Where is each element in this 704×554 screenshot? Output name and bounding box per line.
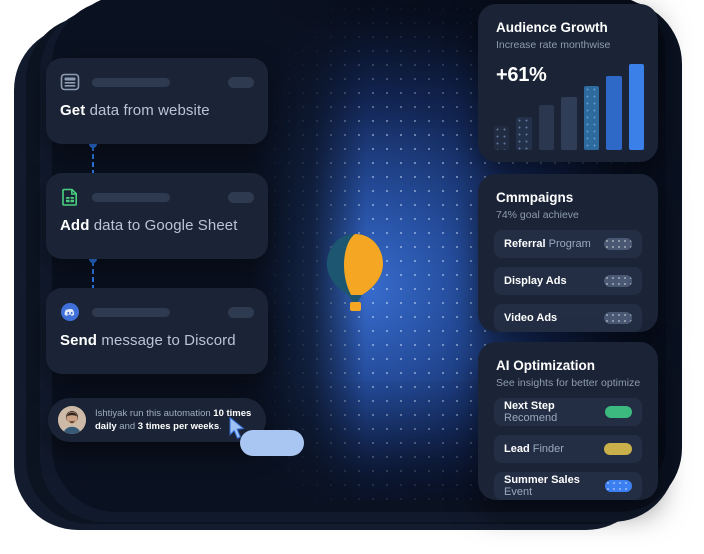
row-status-pill[interactable] (604, 443, 632, 455)
card-title: Send message to Discord (60, 332, 236, 349)
campaign-row[interactable]: Referral Program (494, 230, 642, 258)
hot-air-balloon-icon (324, 232, 386, 316)
card-placeholder-pill (228, 307, 254, 318)
growth-bar-chart (494, 64, 644, 150)
card-header (60, 187, 254, 207)
card-title-rest: message to Discord (97, 332, 236, 349)
tooltip-text: Ishtiyak run this automation 10 times da… (95, 407, 256, 433)
growth-bar (538, 105, 555, 150)
cta-button[interactable] (240, 430, 304, 456)
panel-campaigns: Cmmpaigns 74% goal achieve Referral Prog… (478, 174, 658, 332)
pill-texture (604, 275, 632, 287)
panel-subtitle: Increase rate monthwise (496, 39, 611, 51)
panel-title: Cmmpaigns (496, 190, 574, 205)
growth-bar (628, 64, 644, 150)
ai-insight-row[interactable]: Summer Sales Event (494, 472, 642, 500)
row-label-rest: Finder (529, 443, 564, 455)
google-sheet-icon (60, 187, 80, 207)
card-title-strong: Add (60, 217, 90, 234)
ai-insight-row[interactable]: Next Step Recomend (494, 398, 642, 426)
row-label-rest: Recomend (504, 412, 558, 424)
connector-dot (89, 255, 97, 263)
panel-subtitle: See insights for better optimize (496, 377, 641, 389)
tooltip-part-3: . (219, 421, 222, 432)
card-title-strong: Get (60, 102, 86, 119)
card-header (60, 302, 254, 322)
card-placeholder-pill (228, 192, 254, 203)
connector-dot (89, 140, 97, 148)
card-placeholder-bar (92, 192, 170, 202)
row-label-strong: Summer Sales (504, 474, 580, 486)
row-label: Next Step Recomend (504, 400, 605, 424)
flow-card-add-sheet[interactable]: Add data to Google Sheet (46, 173, 268, 259)
growth-bar (516, 117, 532, 150)
flow-card-send-discord[interactable]: Send message to Discord (46, 288, 268, 374)
card-placeholder-pill (228, 77, 254, 88)
row-label-rest: Event (504, 486, 533, 498)
row-label-rest: Program (545, 238, 591, 250)
bar-texture (494, 125, 510, 150)
panel-ai-optimization: AI Optimization See insights for better … (478, 342, 658, 500)
row-label-strong: Next Step (504, 400, 555, 412)
flow-card-get-data[interactable]: Get data from website (46, 58, 268, 144)
bar-texture (583, 86, 600, 150)
tooltip-part-1: Ishtiyak run this automation (95, 408, 214, 419)
connector-dashed-line (92, 146, 94, 180)
pill-texture (605, 480, 632, 492)
bar-texture (516, 117, 532, 150)
pill-texture (604, 312, 632, 324)
user-avatar (58, 406, 86, 434)
growth-bar (583, 86, 600, 150)
card-title-strong: Send (60, 332, 98, 349)
cursor-arrow-icon (228, 416, 246, 440)
card-title: Add data to Google Sheet (60, 217, 238, 234)
row-label: Summer Sales Event (504, 474, 605, 498)
card-title-rest: data to Google Sheet (89, 217, 238, 234)
row-status-pill[interactable] (604, 275, 632, 287)
panel-title: Audience Growth (496, 20, 608, 35)
card-title: Get data from website (60, 102, 210, 119)
panel-audience-growth: Audience Growth Increase rate monthwise … (478, 4, 658, 162)
panel-title: AI Optimization (496, 358, 595, 373)
row-label: Video Ads (504, 312, 557, 324)
row-label-strong: Video Ads (504, 312, 558, 324)
card-header (60, 72, 254, 92)
card-placeholder-bar (92, 307, 170, 317)
growth-metric: +61% (496, 64, 547, 86)
row-label-strong: Referral (504, 238, 546, 250)
row-label-strong: Lead (504, 443, 530, 455)
row-status-pill[interactable] (605, 480, 632, 492)
campaign-row[interactable]: Display Ads (494, 267, 642, 295)
card-title-rest: data from website (85, 102, 210, 119)
connector-dashed-line (92, 261, 94, 295)
tooltip-bold-2: 3 times per weeks (137, 421, 220, 432)
row-label: Display Ads (504, 275, 567, 287)
growth-bar (606, 76, 622, 150)
card-placeholder-bar (92, 77, 170, 87)
browser-window-icon (60, 72, 80, 92)
growth-bar (561, 96, 577, 150)
tooltip-part-2: and (116, 421, 138, 432)
growth-bar (494, 125, 510, 150)
panel-subtitle: 74% goal achieve (496, 209, 579, 221)
row-label: Lead Finder (504, 443, 564, 455)
tooltip-bold-1: 10 times daily (95, 408, 252, 432)
row-status-pill[interactable] (604, 312, 632, 324)
campaign-list: Referral Program Display Ads Video Ads (494, 230, 642, 341)
campaign-row[interactable]: Video Ads (494, 304, 642, 332)
ai-insight-list: Next Step Recomend Lead Finder Summer Sale… (494, 398, 642, 509)
row-status-pill[interactable] (605, 406, 632, 418)
ai-insight-row[interactable]: Lead Finder (494, 435, 642, 463)
row-label-strong: Display Ads (504, 275, 567, 287)
pill-texture (604, 238, 632, 250)
row-label: Referral Program (504, 238, 591, 250)
row-status-pill[interactable] (604, 238, 632, 250)
discord-icon (60, 302, 80, 322)
